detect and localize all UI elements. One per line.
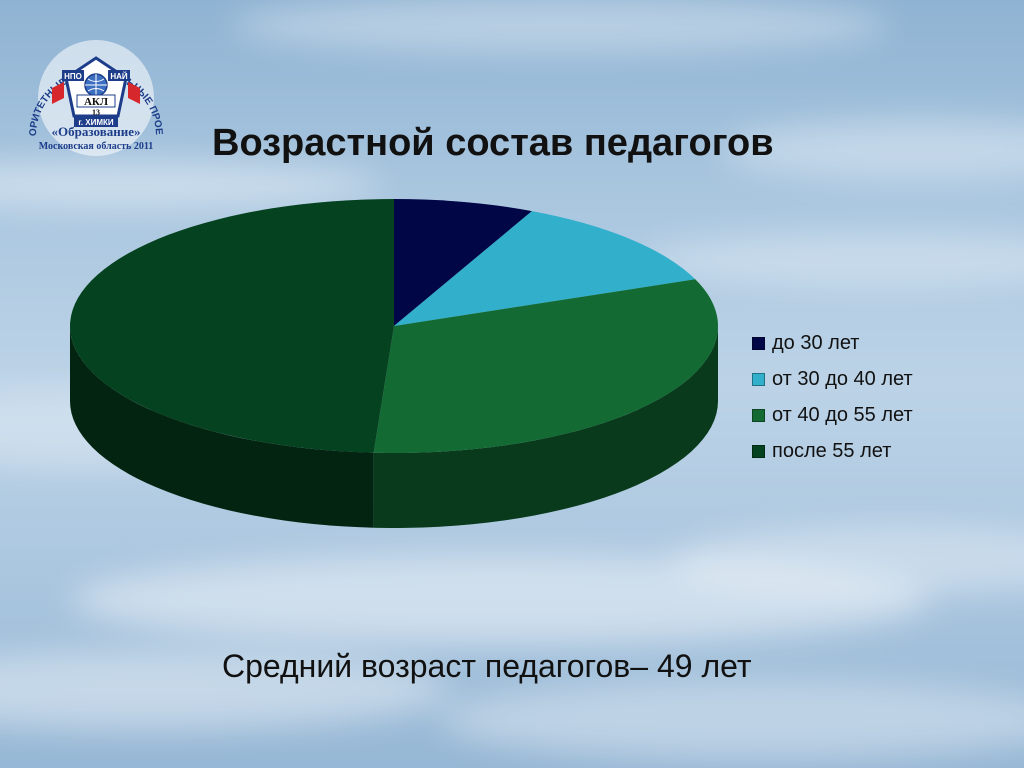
legend-swatch: [752, 336, 765, 350]
pie-slice-side-4: [70, 326, 374, 528]
pie-slice-3: [373, 279, 718, 454]
pie-slice-4: [70, 199, 395, 453]
logo-number: 13: [92, 108, 100, 117]
logo-right-tag: НАЙ: [110, 72, 128, 81]
pie-slice-2: [394, 211, 696, 326]
average-age-note: Средний возраст педагогов– 49 лет: [222, 648, 752, 684]
logo-center-text: АКЛ: [84, 96, 109, 108]
legend-item: до 30 лет: [752, 325, 913, 361]
slide-title: Возрастной состав педагогов: [212, 122, 774, 164]
legend-label: после 55 лет: [772, 439, 892, 462]
legend-swatch: [752, 444, 765, 458]
logo: ПРИОРИТЕТНЫЕ НАЦИОНАЛЬНЫЕ ПРОЕКТЫ НПО НА…: [14, 18, 164, 156]
logo-region: Московская область 2011: [39, 141, 154, 152]
legend-label: от 40 до 55 лет: [772, 403, 913, 426]
logo-left-tag: НПО: [64, 72, 82, 81]
legend-label: от 30 до 40 лет: [772, 367, 913, 390]
legend-swatch: [752, 372, 765, 386]
pie-slice-side-3: [373, 326, 718, 528]
legend-item: от 30 до 40 лет: [752, 361, 913, 397]
legend-swatch: [752, 408, 765, 422]
logo-city: г. ХИМКИ: [78, 118, 114, 127]
legend-item: от 40 до 55 лет: [752, 397, 913, 433]
legend-item: после 55 лет: [752, 433, 913, 469]
legend-label: до 30 лет: [772, 331, 860, 354]
logo-program: «Образование»: [52, 124, 141, 139]
pie-slice-1: [394, 199, 532, 326]
chart-legend: до 30 лет от 30 до 40 лет от 40 до 55 лет п…: [752, 325, 913, 469]
